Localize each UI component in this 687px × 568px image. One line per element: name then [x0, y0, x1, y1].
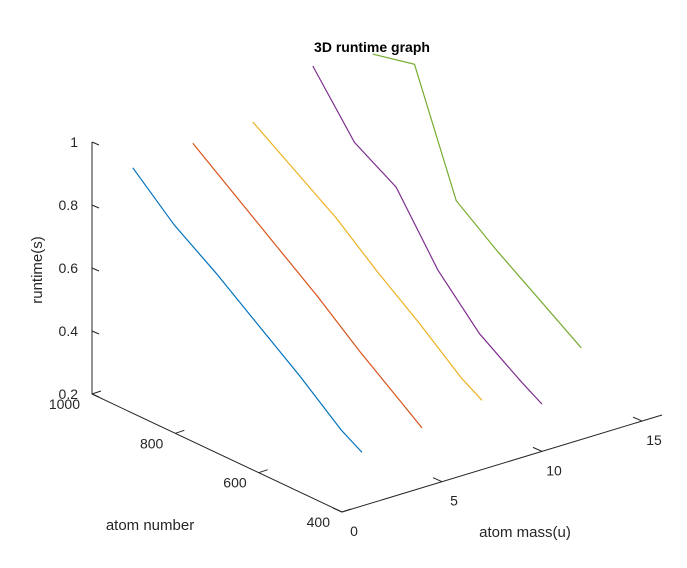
y-tick-label: 600 [223, 475, 247, 491]
z-tick-mark [91, 141, 100, 146]
z-tick-label: 0.6 [59, 260, 79, 276]
y-axis-label: atom number [106, 517, 194, 534]
x-axis-line [341, 414, 663, 513]
ticks-layer: 0.2 0.4 0.6 0.8 1 400 600 800 1000 0 5 10 15 [49, 134, 662, 539]
y-axis-line [91, 393, 343, 513]
z-tick-label: 0.2 [59, 386, 79, 402]
z-tick-label: 1 [70, 134, 78, 150]
y-tick-mark [258, 469, 268, 474]
series-layer [132, 53, 582, 453]
x-tick-mark [432, 477, 443, 483]
x-tick-label: 5 [450, 493, 458, 509]
x-tick-mark [332, 507, 343, 513]
x-tick-mark [632, 416, 643, 422]
chart-title: 3D runtime graph [314, 39, 430, 55]
series-line-5 [372, 53, 582, 349]
z-tick-mark [91, 330, 100, 335]
z-tick-label: 0.8 [59, 197, 79, 213]
x-tick-label: 15 [646, 432, 662, 448]
z-tick-mark [91, 204, 100, 209]
z-tick-label: 0.4 [59, 323, 79, 339]
series-line-1 [132, 167, 363, 453]
y-tick-label: 800 [140, 435, 164, 451]
y-tick-label: 1000 [49, 396, 80, 412]
y-tick-mark [91, 390, 102, 395]
z-tick-mark [91, 393, 100, 398]
y-tick-mark [175, 429, 185, 434]
y-tick-label: 400 [307, 514, 331, 530]
x-tick-mark [532, 446, 543, 452]
series-line-4 [312, 65, 543, 405]
x-tick-label: 10 [546, 462, 562, 478]
x-tick-label: 0 [350, 523, 358, 539]
z-axis-label: runtime(s) [29, 236, 46, 304]
series-line-3 [252, 121, 483, 401]
y-tick-mark [341, 508, 352, 513]
x-axis-label: atom mass(u) [479, 524, 571, 541]
z-tick-mark [91, 267, 100, 272]
series-line-2 [192, 142, 423, 429]
